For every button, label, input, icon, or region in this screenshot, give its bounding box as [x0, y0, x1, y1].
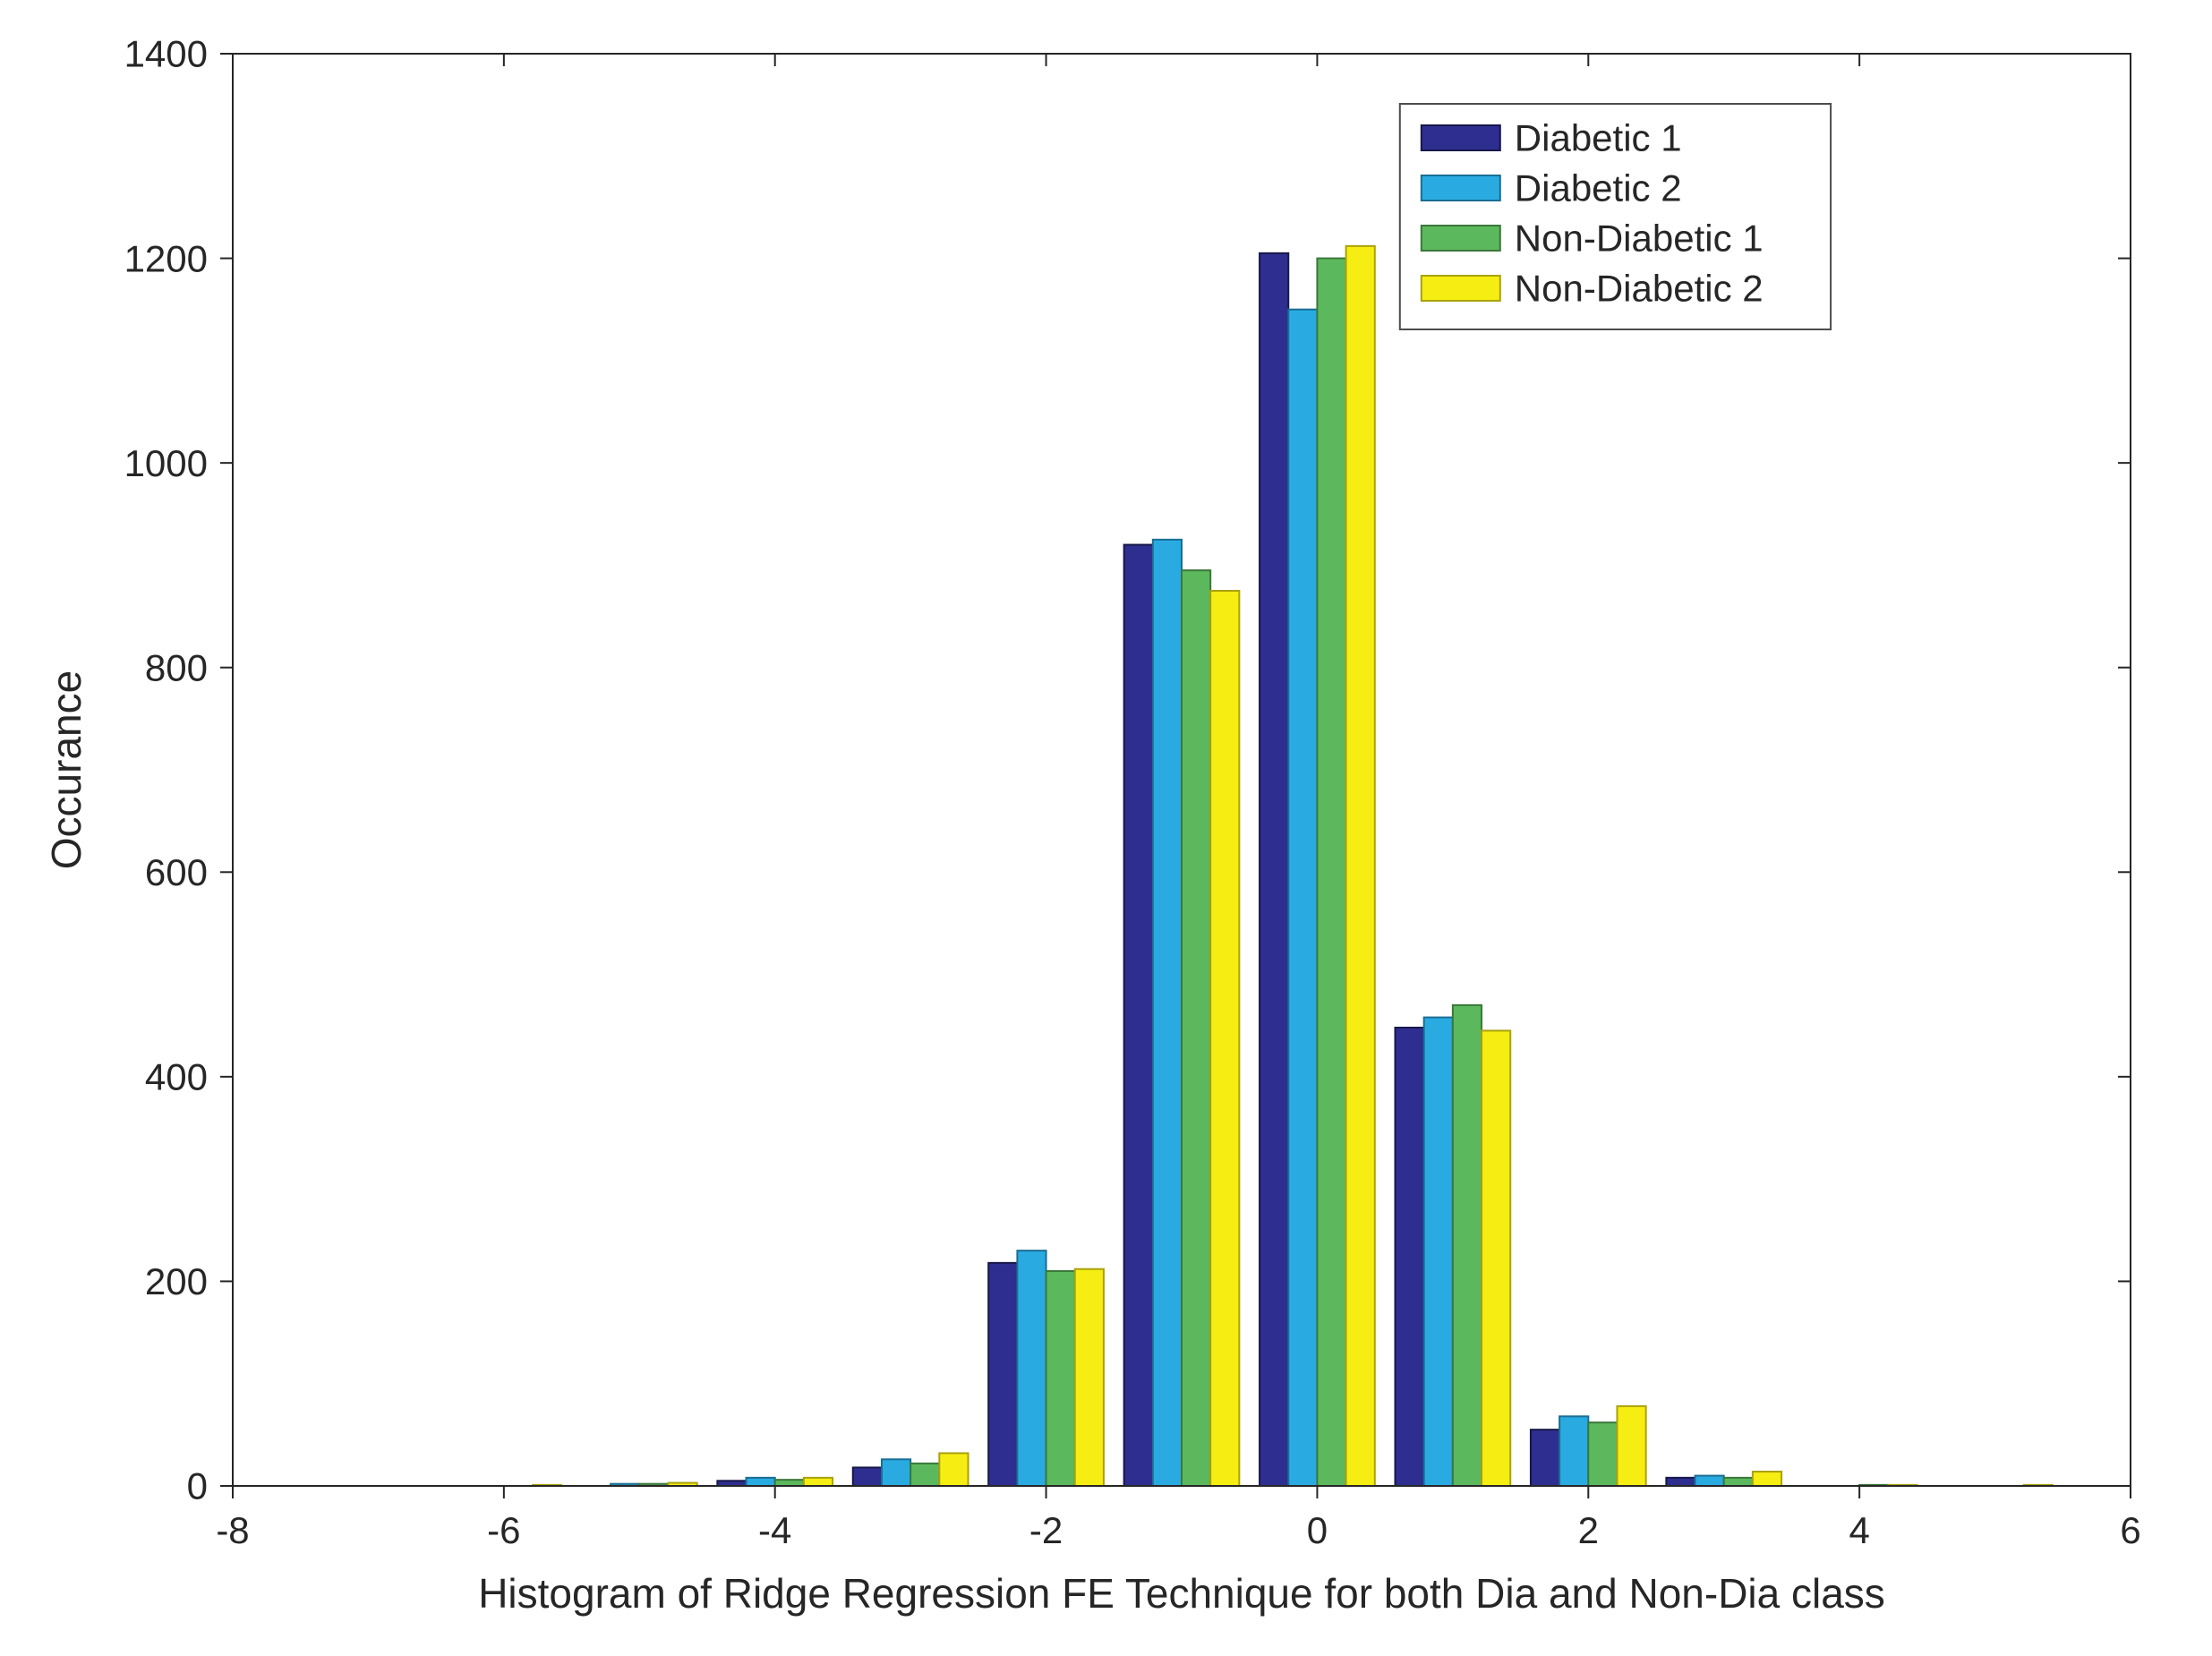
bar	[1617, 1406, 1645, 1486]
bar	[1666, 1478, 1695, 1486]
y-tick-label: 200	[145, 1260, 208, 1302]
y-tick-label: 400	[145, 1056, 208, 1098]
legend-label: Non-Diabetic 1	[1515, 218, 1764, 260]
bar	[1424, 1018, 1453, 1486]
y-tick-label: 1200	[124, 237, 208, 279]
y-tick-label: 600	[145, 851, 208, 893]
histogram-chart: -8 -6 -4 -2 0 2 4 6 0 200 400 600 800 1000 1200 1400 Occ…	[0, 0, 2212, 1656]
chart-svg: -8 -6 -4 -2 0 2 4 6 0 200 400 600 800 1000 1200 1400 Occ…	[0, 0, 2212, 1656]
y-tick-label: 1000	[124, 442, 208, 484]
legend-label: Diabetic 2	[1515, 167, 1682, 209]
bar	[1396, 1028, 1424, 1486]
x-tick-label: 6	[2120, 1509, 2140, 1551]
bar	[775, 1480, 804, 1486]
y-tick-label: 0	[187, 1465, 208, 1507]
bar	[1559, 1416, 1588, 1486]
bar	[939, 1453, 968, 1486]
bar	[988, 1263, 1017, 1486]
legend-swatch	[1422, 276, 1500, 301]
bar	[1260, 253, 1288, 1486]
bar	[1453, 1005, 1482, 1486]
x-tick-label: -6	[487, 1509, 520, 1551]
y-tick-label: 800	[145, 646, 208, 688]
bar	[1075, 1269, 1104, 1486]
bar	[804, 1478, 833, 1486]
bar	[1046, 1271, 1075, 1486]
legend-label: Diabetic 1	[1515, 117, 1682, 159]
x-tick-label: -8	[216, 1509, 249, 1551]
bar	[1724, 1478, 1753, 1486]
y-axis-label: Occurance	[43, 670, 90, 869]
bar	[1153, 540, 1182, 1486]
bar	[1124, 545, 1153, 1486]
bar	[853, 1467, 882, 1486]
bar	[1695, 1476, 1724, 1486]
bar	[1346, 246, 1375, 1486]
bar	[882, 1459, 910, 1486]
x-tick-label: 2	[1578, 1509, 1599, 1551]
x-axis-label: Histogram of Ridge Regression FE Techniq…	[478, 1570, 1885, 1617]
bar	[1017, 1251, 1046, 1486]
legend-swatch	[1422, 125, 1500, 150]
x-tick-label: -2	[1029, 1509, 1063, 1551]
bar	[1182, 570, 1210, 1486]
bar	[910, 1464, 939, 1486]
legend-label: Non-Diabetic 2	[1515, 268, 1764, 310]
x-tick-label: -4	[758, 1509, 791, 1551]
bar	[1317, 259, 1345, 1486]
bar	[1482, 1030, 1510, 1486]
bar	[1210, 591, 1239, 1486]
bar	[1753, 1472, 1781, 1486]
bar	[747, 1478, 775, 1486]
bar	[1288, 310, 1317, 1486]
legend-swatch	[1422, 226, 1500, 251]
bar	[1588, 1422, 1617, 1486]
x-tick-label: 0	[1307, 1509, 1328, 1551]
bar	[1531, 1430, 1559, 1486]
y-tick-label: 1400	[124, 33, 208, 75]
x-tick-label: 4	[1849, 1509, 1869, 1551]
legend-swatch	[1422, 175, 1500, 201]
